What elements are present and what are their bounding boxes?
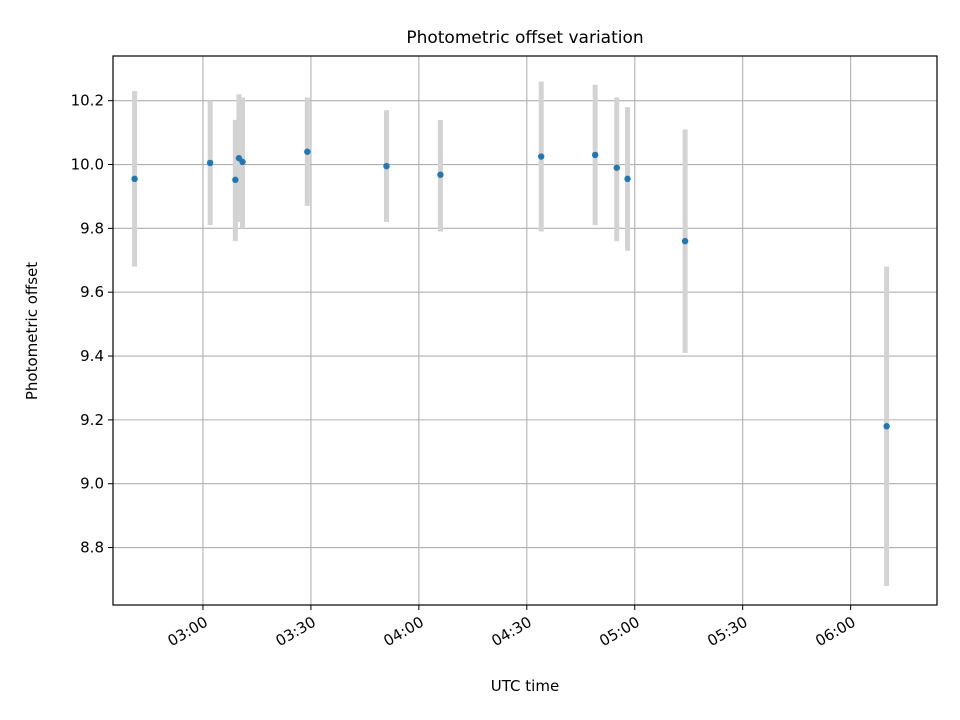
data-point (304, 148, 311, 155)
data-point (206, 159, 214, 167)
data-point (383, 162, 390, 170)
data-point (681, 237, 689, 245)
data-points (131, 148, 890, 430)
data-point (437, 171, 444, 178)
y-tick-label: 10.0 (71, 156, 104, 174)
y-tick-label: 9.8 (80, 219, 104, 237)
grid (113, 56, 937, 605)
data-point (613, 164, 620, 171)
chart-title: Photometric offset variation (406, 28, 643, 48)
data-point (537, 153, 545, 160)
y-tick-label: 9.0 (80, 475, 104, 493)
data-point (883, 423, 890, 430)
y-tick-label: 9.2 (80, 411, 104, 429)
y-tick-label: 10.2 (71, 92, 104, 110)
data-point (624, 175, 631, 183)
data-point (591, 151, 599, 159)
y-tick-label: 8.8 (80, 539, 104, 557)
y-tick-label: 9.4 (80, 347, 104, 365)
data-point (239, 158, 246, 166)
y-axis: 8.8 9.0 9.2 9.4 9.6 9.8 10.0 10.2 (71, 92, 113, 557)
x-axis-label: UTC time (491, 677, 559, 695)
y-axis-label: Photometric offset (23, 262, 41, 400)
data-point (232, 176, 239, 184)
y-tick-label: 9.6 (80, 283, 104, 301)
plot-frame (112, 55, 938, 606)
data-point (131, 175, 138, 183)
